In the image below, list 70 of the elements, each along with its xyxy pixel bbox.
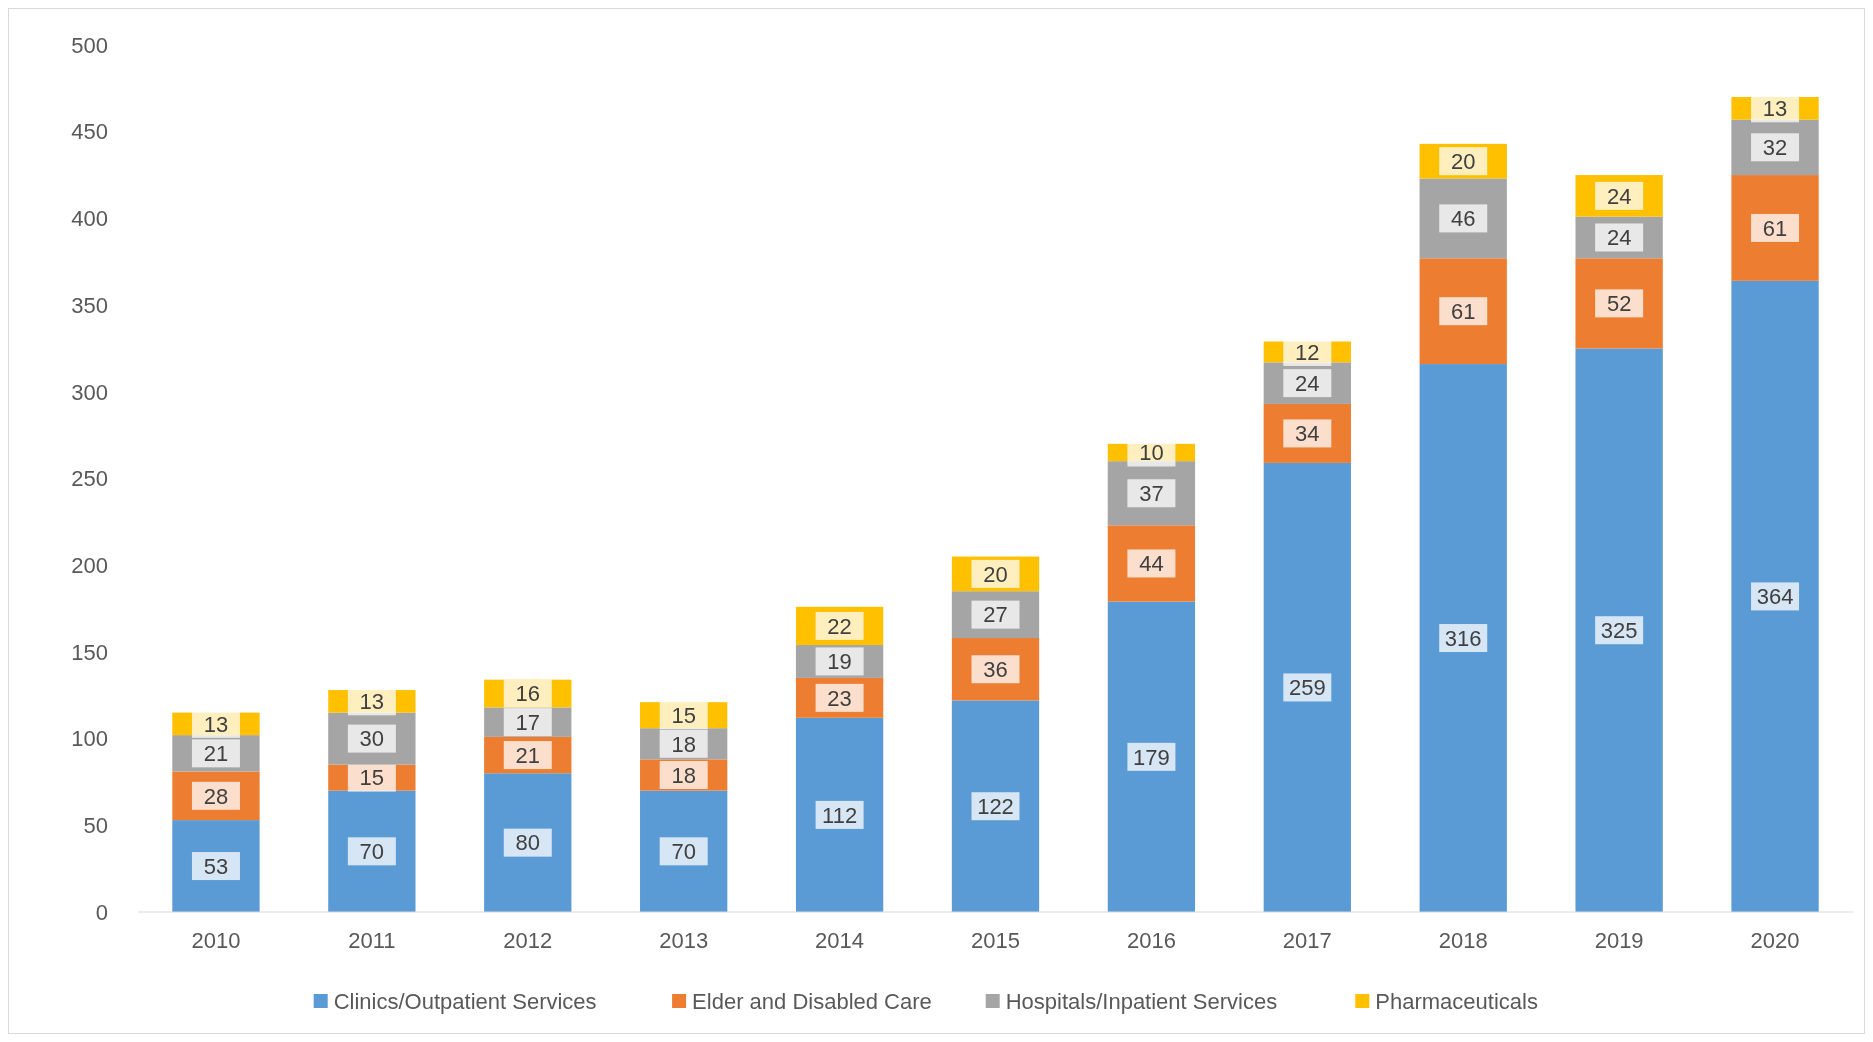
data-label: 37 — [1139, 480, 1164, 506]
x-tick-label: 2012 — [503, 928, 553, 953]
data-label: 259 — [1288, 675, 1326, 701]
data-label: 61 — [1450, 298, 1476, 324]
legend-label: Hospitals/Inpatient Services — [1005, 988, 1278, 1014]
data-label: 23 — [827, 685, 852, 711]
data-label: 325 — [1600, 617, 1638, 643]
data-label: 24 — [1606, 183, 1632, 209]
data-label: 20 — [1450, 148, 1476, 174]
data-label: 179 — [1133, 744, 1170, 770]
legend-label: Clinics/Outpatient Services — [333, 988, 597, 1014]
y-tick-label: 0 — [95, 899, 108, 925]
data-label: 10 — [1139, 440, 1164, 466]
data-label: 21 — [203, 741, 229, 767]
data-label: 13 — [1762, 95, 1788, 121]
y-tick-label: 250 — [71, 466, 108, 492]
data-label: 24 — [1606, 225, 1632, 251]
data-label: 18 — [671, 762, 696, 788]
data-label: 36 — [983, 656, 1008, 682]
data-label: 17 — [515, 709, 541, 735]
data-label: 32 — [1762, 135, 1788, 161]
data-label: 16 — [515, 681, 541, 707]
x-tick-label: 2016 — [1126, 928, 1176, 953]
y-tick-label: 350 — [71, 292, 108, 318]
data-label: 28 — [203, 783, 229, 809]
x-tick-label: 2020 — [1750, 928, 1800, 953]
x-tick-label: 2019 — [1594, 928, 1644, 953]
x-tick-label: 2017 — [1282, 928, 1332, 953]
data-label: 44 — [1139, 551, 1164, 577]
x-tick-label: 2013 — [659, 928, 709, 953]
data-label: 13 — [203, 711, 229, 737]
data-label: 80 — [515, 830, 541, 856]
y-tick-label: 500 — [71, 32, 108, 58]
y-tick-label: 100 — [71, 726, 108, 752]
data-label: 20 — [983, 561, 1008, 587]
data-label: 52 — [1606, 291, 1632, 317]
y-tick-label: 450 — [71, 119, 108, 145]
y-tick-label: 400 — [71, 206, 108, 232]
y-tick-label: 300 — [71, 379, 108, 405]
data-label: 46 — [1450, 206, 1476, 232]
x-tick-label: 2010 — [191, 928, 241, 953]
x-tick-label: 2015 — [971, 928, 1020, 953]
legend-label: Elder and Disabled Care — [692, 988, 932, 1014]
data-label: 27 — [983, 602, 1008, 628]
data-label: 15 — [359, 765, 385, 791]
data-label: 70 — [671, 839, 696, 865]
data-label: 53 — [203, 853, 229, 879]
data-label: 70 — [359, 839, 385, 865]
data-label: 61 — [1762, 215, 1788, 241]
data-label: 316 — [1444, 625, 1482, 651]
data-label: 24 — [1295, 370, 1320, 396]
data-label: 15 — [671, 702, 696, 728]
data-label: 112 — [822, 802, 858, 828]
x-tick-label: 2014 — [815, 928, 865, 953]
data-label: 22 — [827, 613, 852, 639]
data-label: 122 — [977, 793, 1014, 819]
data-label: 18 — [671, 731, 696, 757]
data-label: 12 — [1295, 339, 1320, 365]
data-label: 34 — [1295, 421, 1320, 447]
legend-label: Pharmaceuticals — [1375, 988, 1538, 1014]
data-label: 13 — [359, 689, 385, 715]
data-label: 30 — [359, 726, 385, 752]
x-tick-label: 2011 — [348, 928, 396, 953]
x-tick-label: 2018 — [1438, 928, 1488, 953]
data-label: 21 — [515, 742, 541, 768]
data-label: 19 — [827, 649, 852, 675]
data-label: 364 — [1756, 584, 1794, 610]
y-tick-label: 200 — [71, 552, 108, 578]
y-tick-label: 50 — [83, 813, 108, 838]
y-tick-label: 150 — [71, 639, 108, 665]
